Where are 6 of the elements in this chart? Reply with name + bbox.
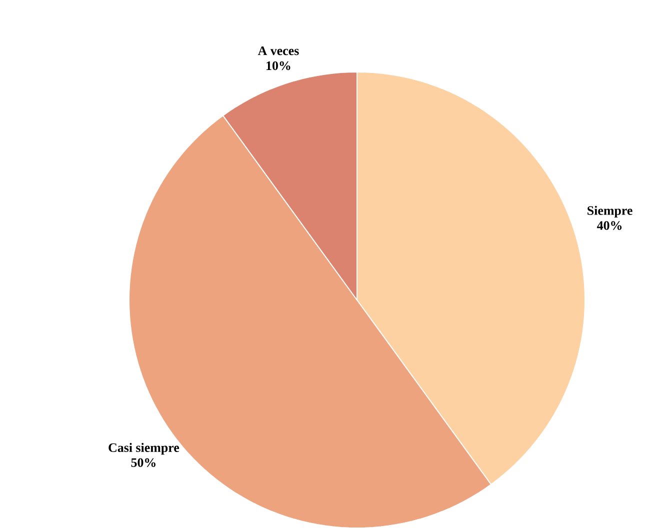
slice-label: A veces	[258, 46, 299, 56]
data-label: 10%	[266, 61, 290, 70]
data-label: 50%	[131, 458, 156, 468]
slice-label: Casi siempre	[108, 442, 180, 455]
data-label: 40%	[597, 221, 622, 230]
slice-label: Siempre	[588, 206, 632, 218]
